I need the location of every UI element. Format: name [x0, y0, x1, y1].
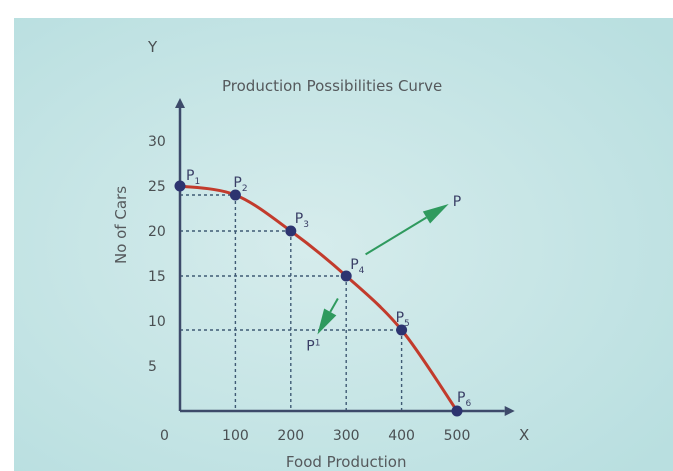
- y-axis-arrowhead: [175, 98, 185, 108]
- guide-lines: [180, 194, 403, 411]
- y-tick-15: 15: [148, 269, 166, 285]
- y-tick-10: 10: [148, 314, 166, 330]
- shift-arrow-head-1: [422, 204, 449, 224]
- data-point-2: [229, 189, 241, 201]
- data-point-3: [285, 225, 297, 237]
- data-point-5: [396, 324, 408, 336]
- y-tick-30: 30: [148, 134, 166, 150]
- x-tick-100: 100: [222, 428, 249, 444]
- data-point-1: [174, 180, 186, 192]
- x-tick-200: 200: [277, 428, 304, 444]
- x-tick-400: 400: [388, 428, 415, 444]
- origin-label: 0: [160, 428, 169, 444]
- x-axis-letter: X: [519, 426, 529, 444]
- x-axis-arrowhead: [504, 406, 515, 416]
- chart-title: Production Possibilities Curve: [222, 77, 442, 95]
- y-tick-25: 25: [148, 179, 166, 195]
- y-axis-title: No of Cars: [112, 186, 130, 264]
- x-tick-500: 500: [444, 428, 471, 444]
- shift-arrow-shaft-2: [329, 298, 339, 313]
- x-axis-title: Food Production: [286, 453, 407, 471]
- data-point-6: [451, 405, 463, 417]
- shift-arrow-head-2: [317, 308, 337, 335]
- y-axis-letter: Y: [147, 38, 158, 56]
- y-tick-20: 20: [148, 224, 166, 240]
- axes: [175, 98, 515, 416]
- chart-panel: [14, 18, 673, 471]
- tick-labels: 100 200 300 400 500 5 10 15 20 25 30: [148, 134, 470, 444]
- x-tick-300: 300: [333, 428, 360, 444]
- shift-arrow-label-1: P: [453, 194, 461, 210]
- shift-arrow-shaft-1: [365, 216, 427, 256]
- y-tick-5: 5: [148, 359, 157, 375]
- data-point-4: [340, 270, 352, 282]
